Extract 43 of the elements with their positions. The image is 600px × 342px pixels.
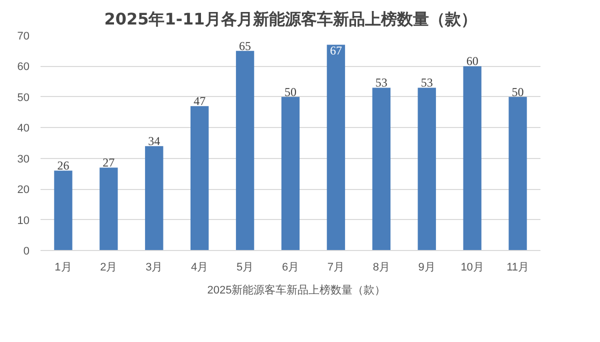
y-tick-label: 70 [17, 30, 30, 42]
bar [190, 106, 209, 250]
bar [281, 96, 300, 250]
bar [326, 44, 346, 250]
data-label: 50 [284, 84, 296, 99]
x-tick-label: 5月 [236, 262, 254, 274]
data-label: 53 [420, 76, 433, 90]
x-tick-label: 7月 [327, 262, 345, 274]
data-label: 67 [330, 44, 342, 58]
y-tick-label: 40 [17, 122, 30, 135]
bar [54, 170, 72, 250]
data-label: 34 [148, 134, 160, 148]
text: 2025新能源客车新品上榜数量（款） [207, 283, 386, 298]
y-tick-label: 10 [17, 214, 30, 227]
x-tick-label: 1月 [54, 262, 72, 274]
x-tick-label: 2月 [100, 262, 118, 274]
data-label: 47 [194, 94, 206, 108]
bar [100, 168, 118, 250]
data-label: 26 [57, 158, 70, 173]
y-tick-label: 30 [17, 153, 30, 166]
x-tick-label: 11月 [506, 262, 529, 274]
data-label: 50 [512, 84, 524, 99]
y-tick-label: 50 [17, 92, 30, 104]
bar [145, 146, 164, 250]
chart-title: 2025年1-11月各月新能源客车新品上榜数量（款） [104, 10, 477, 28]
x-tick-label: 9月 [418, 262, 436, 274]
x-tick-label: 4月 [191, 262, 208, 274]
y-tick-label: 0 [23, 246, 30, 258]
y-tick-label: 20 [17, 184, 30, 196]
bar [508, 96, 527, 250]
bar [372, 88, 390, 250]
data-label: 53 [375, 76, 388, 90]
y-tick-label: 60 [17, 61, 30, 74]
data-label: 27 [102, 156, 115, 170]
data-label: 60 [466, 54, 478, 68]
data-label: 65 [239, 38, 252, 53]
bar [418, 88, 436, 250]
x-tick-label: 10月 [460, 262, 484, 274]
x-tick-label: 3月 [146, 262, 163, 274]
x-tick-label: 6月 [282, 262, 300, 274]
x-tick-label: 8月 [372, 262, 390, 274]
bar [236, 50, 254, 250]
bar [463, 66, 482, 250]
